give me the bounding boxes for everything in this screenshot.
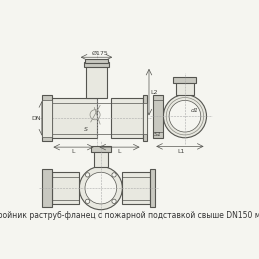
- Bar: [176, 80, 194, 95]
- Bar: [42, 95, 52, 141]
- Bar: [42, 169, 52, 207]
- Bar: [150, 169, 155, 207]
- Bar: [174, 77, 196, 83]
- Text: DN: DN: [32, 116, 41, 121]
- Bar: [85, 59, 108, 63]
- Circle shape: [85, 173, 90, 177]
- Bar: [142, 103, 147, 134]
- Bar: [153, 95, 163, 138]
- Text: Ø175: Ø175: [92, 51, 109, 56]
- Bar: [84, 62, 110, 67]
- Text: L2: L2: [150, 90, 158, 95]
- Bar: [111, 98, 142, 139]
- Circle shape: [112, 199, 116, 204]
- Bar: [91, 146, 111, 152]
- Circle shape: [85, 172, 117, 204]
- Bar: [51, 98, 97, 139]
- Circle shape: [169, 100, 201, 132]
- Bar: [87, 66, 106, 98]
- Text: Тройник раструб-фланец с пожарной подставкой свыше DN150 мм: Тройник раструб-фланец с пожарной подста…: [0, 211, 259, 220]
- Text: S: S: [84, 127, 88, 132]
- Bar: [123, 172, 150, 204]
- Text: L: L: [118, 149, 121, 154]
- Circle shape: [112, 173, 116, 177]
- Bar: [42, 100, 52, 137]
- Circle shape: [163, 95, 206, 138]
- Circle shape: [85, 199, 90, 204]
- Text: S1: S1: [154, 132, 162, 137]
- Text: L1: L1: [177, 149, 184, 154]
- Bar: [142, 95, 147, 141]
- Bar: [52, 172, 79, 204]
- Text: L: L: [72, 149, 75, 154]
- Text: d1: d1: [191, 108, 199, 113]
- Circle shape: [79, 167, 123, 210]
- Bar: [93, 149, 108, 167]
